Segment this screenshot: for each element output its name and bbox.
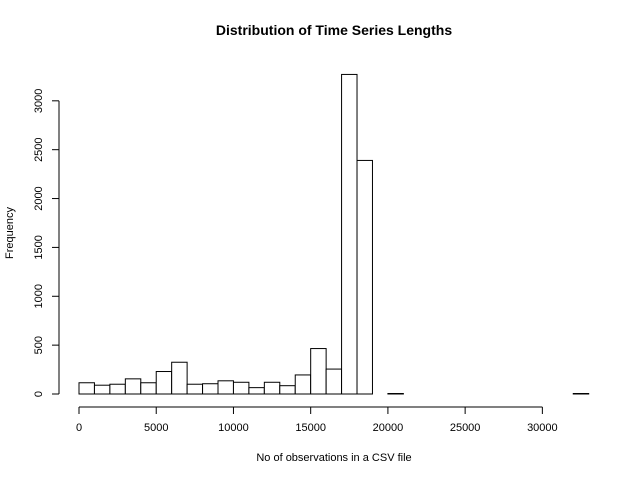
histogram-bar (263, 381, 281, 395)
x-axis: 0 5000 10000 15000 20000 25000 30000 (76, 406, 558, 434)
histogram-bar (248, 387, 265, 395)
histogram-bar (341, 73, 358, 395)
y-tick-label: 3000 (33, 89, 45, 113)
x-tick-label: 20000 (373, 422, 404, 434)
histogram-bar (186, 383, 204, 395)
histogram-bar (140, 382, 157, 395)
histogram-bar (155, 371, 173, 395)
x-tick-label: 15000 (295, 422, 326, 434)
histogram-bar (325, 368, 343, 395)
chart-title: Distribution of Time Series Lengths (216, 22, 452, 38)
y-axis-label: Frequency (4, 207, 16, 259)
histogram-bar (232, 381, 250, 395)
histogram-bar (294, 374, 312, 395)
histogram-bar (93, 384, 111, 395)
histogram-bar (217, 380, 234, 395)
histogram-bar (202, 383, 219, 395)
x-tick-label: 30000 (527, 422, 558, 434)
histogram-bar (78, 382, 95, 395)
histogram-bar (109, 383, 126, 395)
y-tick-label: 500 (33, 336, 45, 354)
x-tick-label: 25000 (450, 422, 481, 434)
y-tick-label: 1500 (33, 235, 45, 259)
y-axis: 0 500 1000 1500 2000 2500 3000 (33, 89, 60, 397)
x-tick-label: 0 (76, 422, 82, 434)
y-tick-label: 2500 (33, 137, 45, 161)
histogram-bar (124, 378, 142, 395)
y-tick-label: 2000 (33, 186, 45, 210)
histogram-bar (279, 385, 296, 395)
histogram-bar (356, 159, 373, 395)
histogram-bar (171, 361, 188, 395)
histogram-bar (310, 348, 327, 395)
y-tick-label: 0 (33, 391, 45, 397)
x-tick-label: 5000 (144, 422, 168, 434)
y-tick-label: 1000 (33, 284, 45, 308)
bars-group (78, 73, 590, 395)
x-tick-label: 10000 (218, 422, 249, 434)
x-axis-label: No of observations in a CSV file (256, 452, 411, 464)
